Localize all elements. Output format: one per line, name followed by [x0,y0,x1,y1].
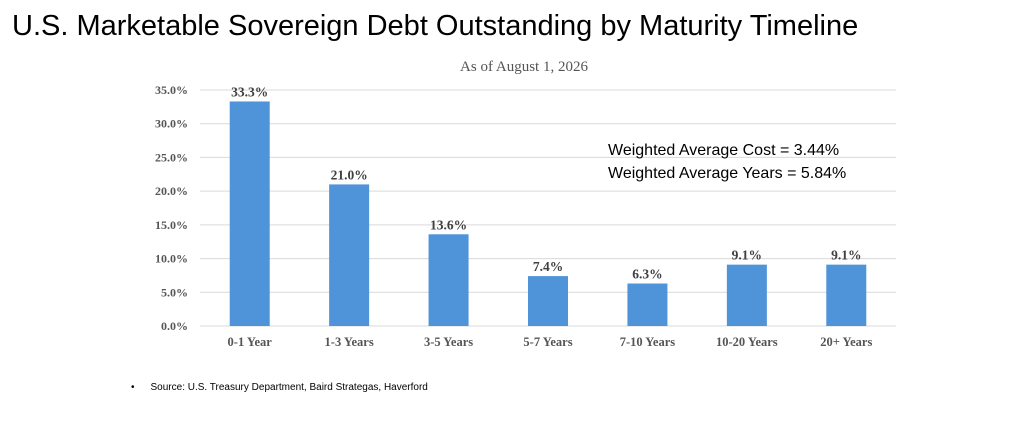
bar [428,234,469,326]
y-tick-label: 20.0% [155,184,188,198]
data-label: 9.1% [831,248,861,263]
labels: 0.0% 5.0% 10.0% 15.0% 20.0% 25.0% 30.0% 35.0% 33… [155,83,872,349]
y-tick-label: 5.0% [161,285,188,299]
x-tick-label: 1-3 Years [325,335,374,349]
bar [329,184,370,326]
data-label: 21.0% [331,167,368,182]
x-tick-label: 20+ Years [820,335,872,349]
data-label: 6.3% [632,267,662,282]
bar [229,101,270,326]
bullet: • [131,382,135,393]
chart-subtitle: As of August 1, 2026 [460,59,588,75]
y-tick-label: 35.0% [155,83,188,97]
bar [528,276,568,326]
x-tick-label: 0-1 Year [228,335,273,349]
source-note: • Source: U.S. Treasury Department, Baird… [131,382,428,393]
data-label: 7.4% [533,259,563,274]
y-tick-label: 30.0% [155,117,188,131]
y-tick-label: 0.0% [161,319,188,333]
data-label: 33.3% [231,84,268,99]
y-tick-label: 25.0% [155,150,188,164]
bars [229,101,867,326]
bar [726,264,767,326]
page-title: U.S. Marketable Sovereign Debt Outstandi… [12,10,859,42]
source-text: Source: U.S. Treasury Department, Baird … [150,382,428,393]
annotation-weighted-years: Weighted Average Years = 5.84% [608,165,846,182]
y-tick-label: 10.0% [155,252,188,266]
x-tick-label: 3-5 Years [424,335,473,349]
bar [627,283,668,326]
bar [826,264,867,326]
annotation-weighted-cost: Weighted Average Cost = 3.44% [608,142,839,159]
x-tick-label: 5-7 Years [523,335,572,349]
data-label: 9.1% [732,248,762,263]
x-tick-label: 7-10 Years [620,335,676,349]
y-tick-label: 15.0% [155,218,188,232]
data-label: 13.6% [430,217,467,232]
x-tick-label: 10-20 Years [716,335,778,349]
